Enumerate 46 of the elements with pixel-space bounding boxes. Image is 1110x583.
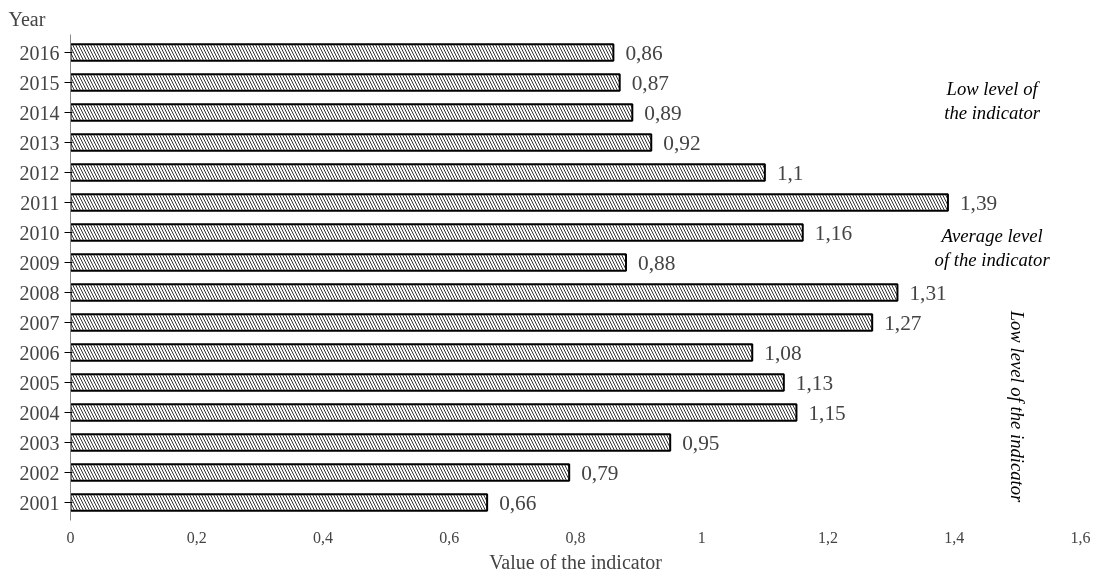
x-tick-label: 0 [66,528,75,546]
data-label: 1,15 [808,400,846,425]
y-tick-label: 2005 [19,371,60,394]
data-label: 0,87 [631,70,670,95]
data-label: 0,86 [625,40,664,65]
annotation: Average level of the indicator [934,225,1051,270]
y-tick-label: 2006 [19,341,60,364]
y-tick-label: 2004 [19,401,60,424]
data-label: 0,89 [644,100,682,125]
data-label: 0,92 [663,130,701,155]
data-label: 1,27 [884,310,922,335]
y-tick-label: 2012 [19,161,60,184]
y-tick-label: 2007 [19,311,60,334]
y-tick-label: 2014 [19,101,60,124]
x-tick-label: 1,4 [944,528,965,546]
y-tick-label: 2011 [20,191,60,214]
x-tick-label: 1,6 [1070,528,1091,546]
y-tick-label: 2009 [19,251,60,274]
x-axis-title: Value of the indicator [489,550,663,573]
data-label: 1,13 [795,370,834,395]
data-label: 1,39 [959,190,998,215]
y-tick-label: 2001 [19,491,60,514]
data-label: 0,88 [638,250,676,275]
data-label: 0,95 [682,430,720,455]
x-tick-label: 1 [697,528,706,546]
x-tick-label: 1,2 [818,528,838,546]
y-tick-label: 2003 [19,431,60,454]
y-tick-label: 2002 [19,461,60,484]
annotation: Low level of the indicator [944,78,1041,123]
y-axis-title: Year [8,7,46,30]
y-tick-label: 2010 [19,221,60,244]
y-tick-label: 2016 [19,41,60,64]
data-label: 1,08 [764,340,802,365]
x-tick-label: 0,6 [439,528,460,546]
y-tick-label: 2015 [19,71,60,94]
data-label: 0,79 [581,460,619,485]
annotation: Low level of the indicator [1006,309,1028,504]
x-tick-label: 0,8 [565,528,586,546]
y-tick-label: 2013 [19,131,60,154]
x-tick-label: 0,4 [313,528,333,546]
data-label: 1,1 [776,160,804,185]
data-label: 0,66 [499,490,537,515]
y-tick-label: 2008 [19,281,60,304]
x-tick-label: 0,2 [186,528,207,546]
data-label: 1,31 [909,280,947,305]
data-label: 1,16 [814,220,853,245]
